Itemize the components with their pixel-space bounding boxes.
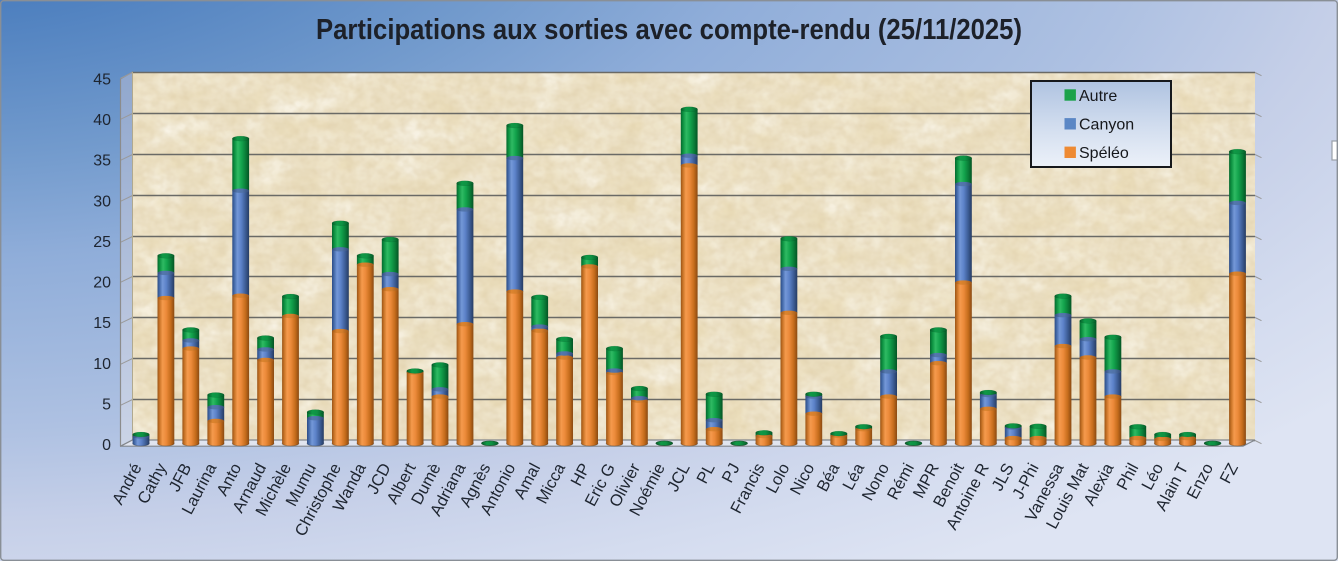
svg-text:0: 0: [102, 437, 111, 454]
svg-text:Canyon: Canyon: [1079, 117, 1134, 134]
svg-text:35: 35: [93, 153, 111, 170]
svg-text:20: 20: [93, 275, 111, 292]
svg-text:5: 5: [102, 397, 111, 414]
svg-text:Participations aux sorties ave: Participations aux sorties avec compte-r…: [316, 14, 1022, 46]
svg-text:25: 25: [93, 234, 111, 251]
svg-text:Spéléo: Spéléo: [1079, 145, 1129, 162]
svg-text:Autre: Autre: [1079, 88, 1117, 105]
svg-text:40: 40: [93, 112, 111, 129]
svg-text:10: 10: [93, 356, 111, 373]
svg-text:30: 30: [93, 193, 111, 210]
svg-text:15: 15: [93, 315, 111, 332]
svg-text:45: 45: [93, 71, 111, 88]
